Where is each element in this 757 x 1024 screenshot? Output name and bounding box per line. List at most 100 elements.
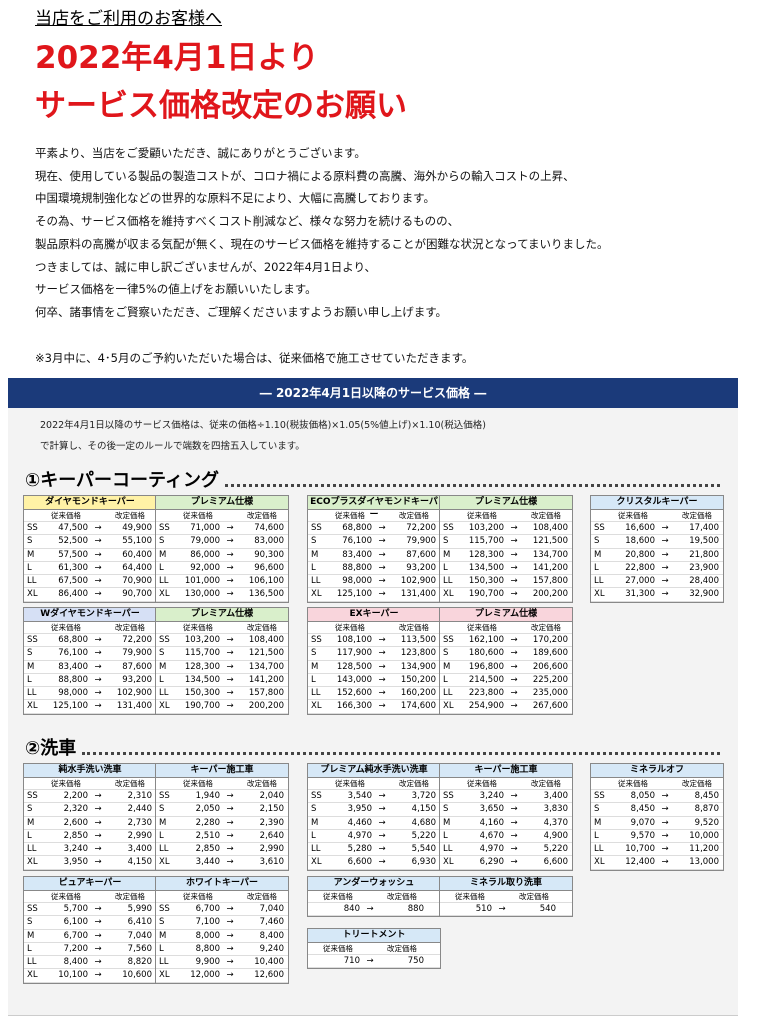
old-price: 130,000: [184, 589, 220, 600]
price-row: S 18,600 → 19,500: [591, 535, 723, 549]
old-price: 2,050: [195, 804, 220, 815]
new-price: 19,500: [689, 536, 719, 547]
panel-intro: で計算し、その後一定のルールで端数を四捨五入しています。: [40, 441, 305, 452]
new-price: 2,990: [127, 830, 152, 841]
old-price: 840: [343, 904, 360, 914]
price-row: LL 150,300 → 157,800: [440, 575, 572, 589]
price-row: XL 3,440 → 3,610: [156, 856, 288, 870]
new-price: 83,000: [254, 536, 284, 547]
arrow: →: [94, 576, 102, 587]
arrow: →: [94, 589, 102, 600]
price-row: XL 86,400 → 90,700: [24, 588, 156, 602]
blank-cell: [220, 510, 240, 521]
arrow: →: [94, 674, 102, 685]
new-price: 750: [407, 956, 424, 966]
arrow: →: [94, 943, 102, 954]
price-row: M 9,070 → 9,520: [591, 817, 723, 830]
price-table: ダイヤモンドキーパー 従来価格 改定価格 SS 47,500 → 49,900 S 52,500…: [23, 495, 157, 603]
old-price-header: 従来価格: [51, 779, 81, 788]
new-price-header: 改定価格: [247, 511, 277, 520]
price-row: XL 6,290 → 6,600: [440, 856, 572, 870]
arrow: →: [226, 830, 234, 841]
arrow: →: [378, 791, 386, 801]
size-label: XL: [159, 701, 170, 712]
column-header-row: 従来価格 改定価格: [308, 943, 440, 955]
price-table: プレミアム仕様 従来価格 改定価格 SS 103,200 → 108,400 S 115,700…: [155, 607, 289, 715]
arrow: →: [226, 576, 234, 587]
title-line: サービス価格改定のお願い: [35, 88, 407, 124]
size-label: XL: [27, 857, 38, 868]
new-price: 7,460: [259, 917, 284, 928]
size-label: SS: [311, 635, 322, 645]
price-row: XL 130,000 → 136,500: [156, 588, 288, 602]
arrow: →: [510, 661, 518, 672]
new-price: 880: [407, 904, 424, 914]
size-label: S: [594, 536, 600, 547]
arrow: →: [94, 701, 102, 712]
size-label: L: [159, 830, 164, 841]
blank-cell: [440, 510, 460, 521]
arrow: →: [510, 635, 518, 645]
old-price-header: 従来価格: [183, 623, 213, 632]
new-price-header: 改定価格: [399, 779, 429, 788]
price-row: M 4,160 → 4,370: [440, 817, 572, 830]
new-price: 134,700: [248, 661, 284, 672]
section-title: ①キーパーコーティング: [25, 466, 720, 492]
price-table: ホワイトキーパー 従来価格 改定価格 SS 6,700 → 7,040 S 7,100 → 7,46…: [155, 876, 289, 984]
size-label: LL: [311, 576, 321, 587]
table-heading: ECOプラスダイヤモンドキーパー: [308, 496, 440, 520]
blank-cell: [156, 891, 176, 902]
new-price-header: 改定価格: [399, 511, 429, 520]
old-price: 162,100: [468, 635, 504, 645]
arrow: →: [510, 830, 518, 841]
arrow: →: [661, 844, 669, 855]
price-row: LL 5,280 → 5,540: [308, 843, 440, 857]
price-row: M 128,300 → 134,700: [156, 661, 288, 674]
arrow: →: [226, 957, 234, 968]
price-row: LL 152,600 → 160,200: [308, 687, 440, 701]
size-label: L: [443, 674, 448, 685]
column-header-row: 従来価格 改定価格: [24, 778, 156, 790]
new-price-header: 改定価格: [115, 623, 145, 632]
size-label: SS: [594, 523, 605, 533]
arrow: →: [378, 576, 386, 587]
new-price: 2,640: [259, 830, 284, 841]
size-label: LL: [311, 844, 321, 855]
old-price: 67,500: [58, 576, 88, 587]
title-line: 2022年4月1日より: [35, 40, 319, 76]
new-price: 121,500: [532, 536, 568, 547]
size-label: M: [159, 549, 167, 560]
old-price: 12,400: [625, 857, 655, 868]
new-price: 2,440: [127, 804, 152, 815]
blank-cell: [372, 778, 392, 789]
old-price: 27,000: [625, 576, 655, 587]
price-row: M 8,000 → 8,400: [156, 930, 288, 943]
table-heading: ピュアキーパー: [24, 877, 156, 891]
old-price: 18,600: [625, 536, 655, 547]
arrow: →: [94, 817, 102, 828]
price-row: 510 → 540: [440, 903, 572, 917]
old-price: 71,000: [190, 523, 220, 533]
arrow: →: [226, 970, 234, 981]
price-row: SS 71,000 → 74,600: [156, 522, 288, 536]
new-price: 134,700: [532, 549, 568, 560]
new-price-header: 改定価格: [682, 779, 712, 788]
old-price: 214,500: [468, 674, 504, 685]
blank-cell: [308, 778, 328, 789]
blank-cell: [308, 903, 316, 915]
arrow: →: [226, 701, 234, 712]
size-label: L: [27, 674, 32, 685]
column-header-row: 従来価格 改定価格: [308, 622, 440, 634]
arrow: →: [378, 648, 386, 659]
size-label: M: [311, 817, 319, 828]
blank-cell: [220, 778, 240, 789]
size-label: S: [159, 536, 165, 547]
old-price: 3,650: [479, 804, 504, 815]
new-price: 12,600: [254, 970, 284, 981]
arrow: →: [378, 804, 386, 815]
old-price: 2,320: [63, 804, 88, 815]
new-price: 3,720: [411, 791, 436, 801]
old-price-header: 従来価格: [618, 779, 648, 788]
old-price: 83,400: [58, 661, 88, 672]
column-header-row: 従来価格 改定価格: [156, 510, 288, 522]
